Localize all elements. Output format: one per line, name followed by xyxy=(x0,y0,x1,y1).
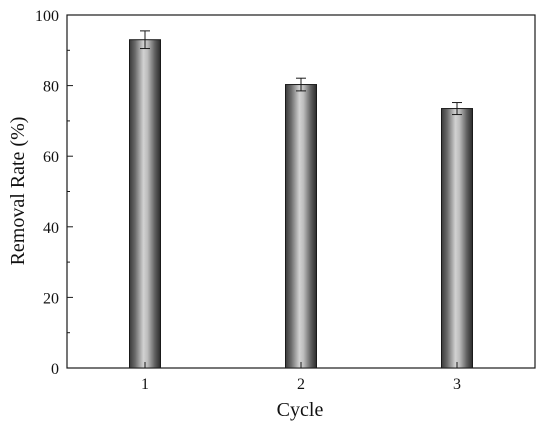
plot-area: 0 20 40 60 80 100 1 2 3 xyxy=(35,8,536,393)
x-tick-label: 2 xyxy=(297,376,305,393)
y-tick-label: 20 xyxy=(43,290,59,307)
y-axis-label: Removal Rate (%) xyxy=(7,117,29,266)
bar-2 xyxy=(285,84,317,369)
y-tick-label: 40 xyxy=(43,220,59,237)
bar-3 xyxy=(441,108,473,369)
y-tick-label: 100 xyxy=(35,8,59,25)
x-axis-label: Cycle xyxy=(277,399,324,421)
x-tick-label: 1 xyxy=(141,376,149,393)
bar-1 xyxy=(129,39,161,369)
y-tick-label: 0 xyxy=(51,361,59,378)
x-tick-label: 3 xyxy=(453,376,461,393)
y-tick-label: 60 xyxy=(43,149,59,166)
y-tick-label: 80 xyxy=(43,79,59,96)
